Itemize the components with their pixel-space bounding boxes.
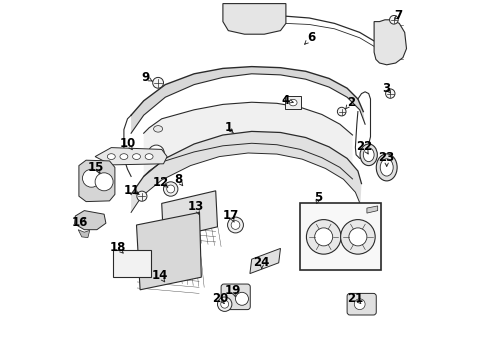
Ellipse shape (380, 159, 392, 176)
Text: 14: 14 (151, 269, 168, 282)
Polygon shape (223, 4, 285, 34)
Text: 11: 11 (124, 184, 140, 197)
Text: 24: 24 (253, 256, 269, 269)
Text: 20: 20 (211, 292, 228, 305)
Text: 21: 21 (346, 292, 363, 305)
Circle shape (389, 15, 397, 24)
Polygon shape (366, 206, 377, 213)
Text: 9: 9 (141, 71, 149, 84)
Circle shape (152, 77, 163, 88)
Ellipse shape (153, 126, 163, 132)
Circle shape (354, 299, 365, 310)
Ellipse shape (132, 154, 140, 159)
Polygon shape (131, 131, 361, 212)
Ellipse shape (107, 154, 115, 159)
Polygon shape (131, 67, 365, 133)
Bar (113, 250, 151, 277)
Ellipse shape (288, 99, 296, 106)
Text: 7: 7 (394, 9, 402, 22)
Circle shape (166, 185, 174, 193)
Circle shape (163, 182, 178, 196)
Text: 5: 5 (313, 191, 322, 204)
Text: 8: 8 (173, 173, 182, 186)
Ellipse shape (359, 144, 377, 166)
FancyBboxPatch shape (221, 284, 250, 310)
Text: 18: 18 (109, 241, 126, 254)
Text: 6: 6 (306, 31, 315, 44)
Polygon shape (143, 102, 352, 179)
Circle shape (235, 292, 248, 305)
Text: 4: 4 (281, 94, 289, 107)
Polygon shape (162, 191, 217, 239)
Polygon shape (78, 230, 89, 238)
Polygon shape (75, 211, 106, 230)
Text: 13: 13 (187, 201, 203, 213)
Polygon shape (249, 248, 280, 274)
Circle shape (95, 173, 113, 191)
Bar (300, 203, 381, 270)
Polygon shape (95, 148, 167, 165)
Circle shape (340, 220, 374, 254)
Text: 15: 15 (88, 161, 104, 174)
Circle shape (217, 297, 231, 311)
Circle shape (314, 228, 332, 246)
Text: 19: 19 (224, 284, 241, 297)
Circle shape (337, 107, 346, 116)
Ellipse shape (375, 154, 396, 181)
Text: 12: 12 (153, 176, 169, 189)
Ellipse shape (145, 154, 153, 159)
Circle shape (231, 221, 240, 229)
Ellipse shape (120, 154, 127, 159)
Circle shape (148, 145, 164, 161)
Bar (285, 96, 301, 109)
Circle shape (137, 191, 146, 201)
Polygon shape (136, 212, 201, 290)
Text: 23: 23 (378, 151, 394, 164)
Text: 17: 17 (222, 209, 239, 222)
Polygon shape (300, 203, 381, 270)
Polygon shape (373, 20, 406, 65)
Circle shape (227, 217, 243, 233)
Circle shape (348, 228, 366, 246)
Text: 22: 22 (355, 140, 371, 153)
FancyBboxPatch shape (346, 293, 375, 315)
Text: 2: 2 (346, 96, 354, 109)
Circle shape (82, 169, 101, 187)
Circle shape (385, 89, 394, 98)
Polygon shape (79, 160, 115, 202)
Circle shape (306, 220, 340, 254)
Circle shape (220, 300, 228, 308)
Text: 10: 10 (119, 137, 135, 150)
Text: 1: 1 (224, 121, 232, 134)
Text: 16: 16 (71, 216, 88, 229)
Ellipse shape (363, 148, 373, 162)
Text: 3: 3 (382, 82, 390, 95)
